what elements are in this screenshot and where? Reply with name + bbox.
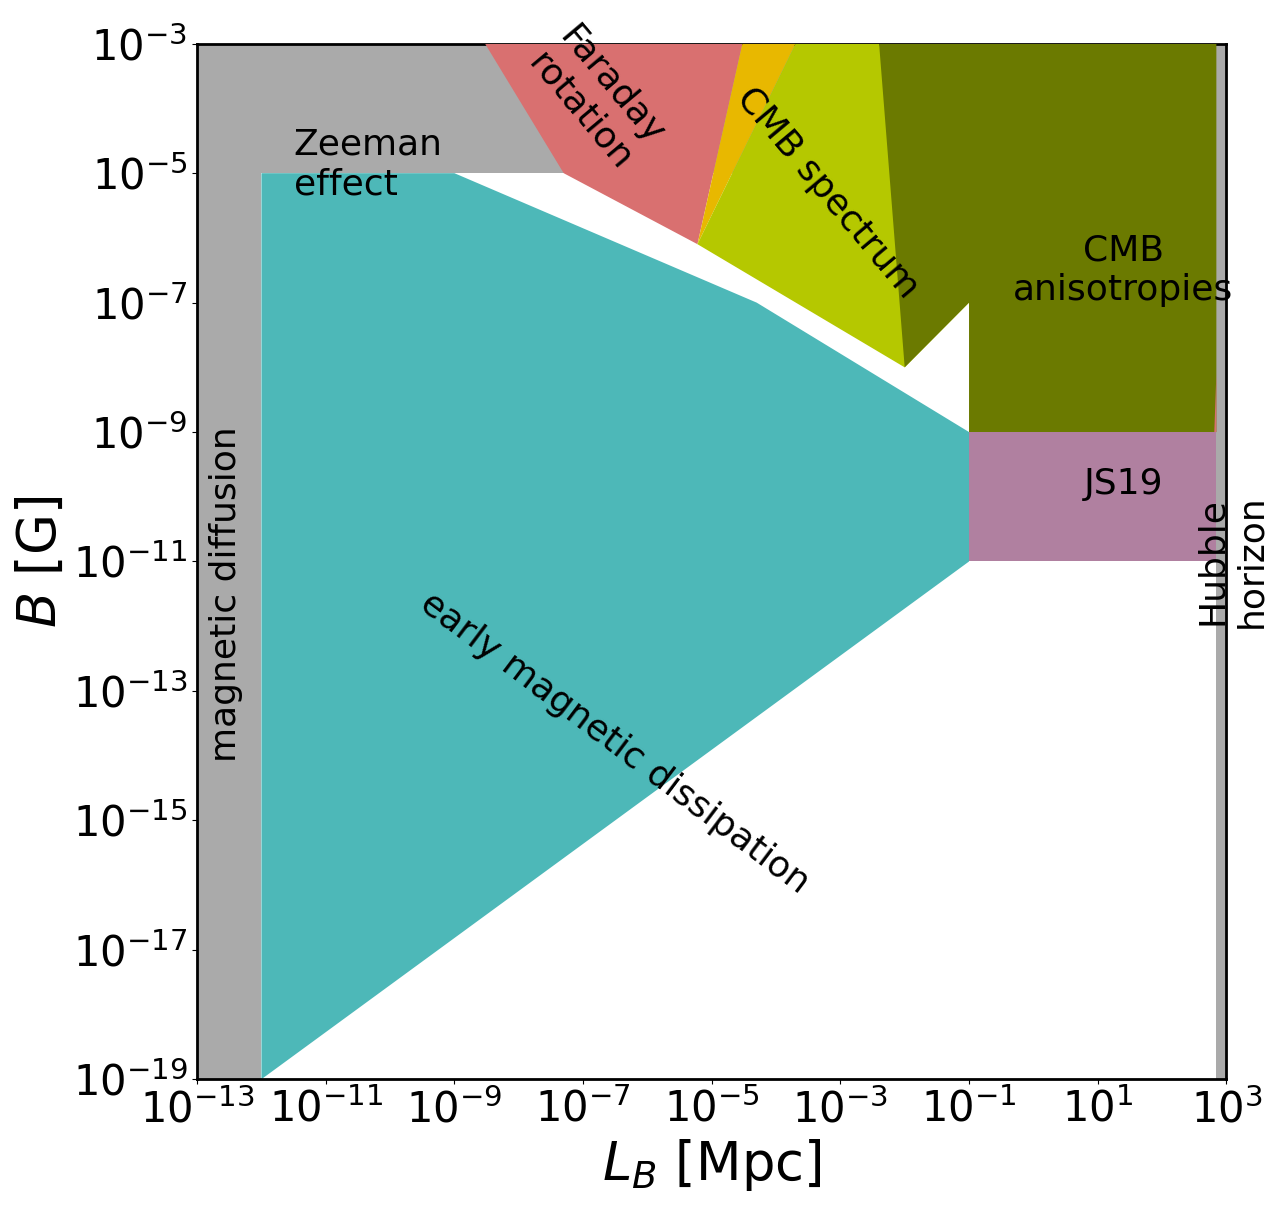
Text: CMB spectrum: CMB spectrum (730, 81, 925, 304)
Polygon shape (1214, 373, 1216, 432)
Polygon shape (485, 43, 743, 244)
Polygon shape (969, 432, 1216, 562)
X-axis label: $L_B$ [Mpc]: $L_B$ [Mpc] (602, 1137, 821, 1194)
Text: magnetic diffusion: magnetic diffusion (209, 426, 242, 762)
Text: Zeeman
effect: Zeeman effect (294, 128, 443, 202)
Polygon shape (879, 43, 1216, 432)
Text: Hubble
horizon: Hubble horizon (1194, 494, 1268, 628)
Polygon shape (698, 43, 969, 367)
Text: CMB
anisotropies: CMB anisotropies (1014, 233, 1233, 307)
Polygon shape (1216, 43, 1246, 1079)
Polygon shape (262, 43, 1216, 173)
Text: JS19: JS19 (1084, 466, 1164, 501)
Polygon shape (262, 173, 969, 1079)
Text: early magnetic dissipation: early magnetic dissipation (414, 586, 816, 900)
Polygon shape (698, 43, 795, 244)
Y-axis label: $B$ [G]: $B$ [G] (15, 495, 67, 628)
Text: Faraday
rotation: Faraday rotation (522, 21, 670, 176)
Polygon shape (198, 43, 262, 1079)
